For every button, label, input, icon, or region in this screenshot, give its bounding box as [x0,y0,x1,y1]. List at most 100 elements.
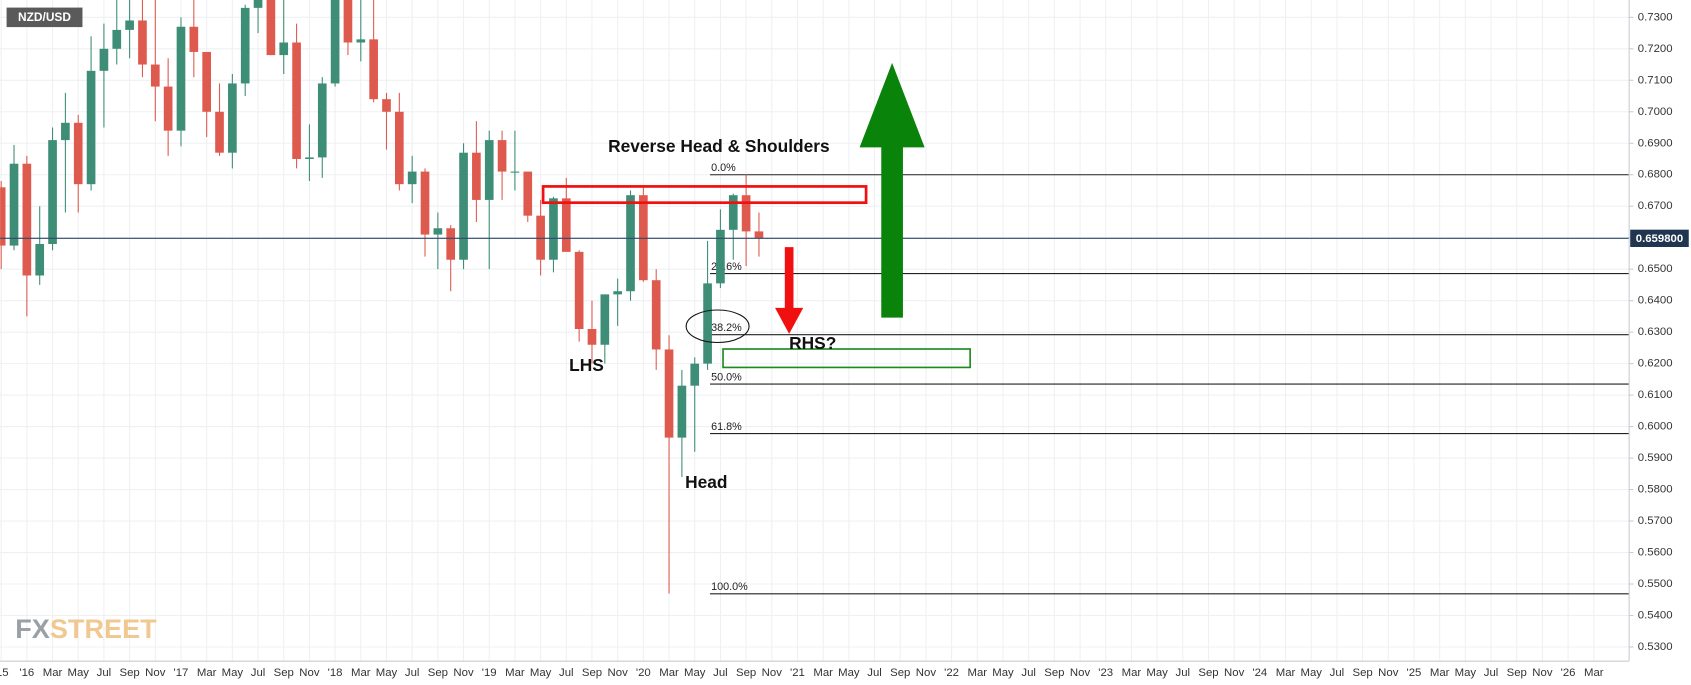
x-tick-label: May [530,667,552,679]
x-tick-label: Nov [1378,667,1399,679]
lhs-label: LHS [569,355,604,375]
x-tick-label: Mar [1430,667,1450,679]
head-label: Head [685,472,727,492]
candle-body [561,198,571,252]
candle-body [305,157,314,159]
x-tick-label: Nov [1224,667,1245,679]
y-tick-label: 0.6200 [1638,358,1673,370]
y-tick-label: 0.6700 [1638,200,1673,212]
symbol: NZD/USD [18,10,71,24]
x-tick-label: '26 [1561,667,1576,679]
candle-body [626,195,635,292]
candle-body [86,70,96,185]
candle-body [446,228,456,260]
x-tick-label: Nov [762,667,783,679]
x-tick-label: Jul [1484,667,1499,679]
x-tick-label: May [222,667,244,679]
candle-body [48,140,57,244]
rhs-label: RHS? [789,333,836,353]
candle-body [574,251,584,330]
candle-body [202,51,212,112]
fib-label: 23.6% [711,261,742,273]
candle-body [73,122,83,185]
candle-body [35,243,45,276]
x-tick-label: Sep [119,667,139,679]
x-tick-label: Mar [351,667,371,679]
candle-body [99,48,109,71]
x-tick-label: '24 [1252,667,1267,679]
candle-body [549,198,558,260]
candle-body [330,0,340,84]
candle-body [279,42,289,56]
y-tick-label: 0.5900 [1638,452,1673,464]
candle-body [433,228,443,235]
candle-body [741,195,751,232]
candle-body [343,0,353,43]
candle-body [0,187,6,246]
y-tick-label: 0.5800 [1638,484,1673,496]
y-tick-label: 0.6500 [1638,263,1673,275]
candle-body [112,29,122,49]
candle-body [420,171,430,235]
x-tick-label: Mar [1584,667,1604,679]
grid [0,0,1630,662]
watermark-street: STREET [50,613,157,644]
pattern-title: Reverse Head & Shoulders [608,136,830,156]
x-tick-label: '25 [1407,667,1422,679]
last-price-tag [1630,229,1689,248]
candle-body [150,64,160,87]
resistance-box [541,185,868,205]
x-tick-label: Jul [97,667,112,679]
x-tick-label: Sep [274,667,294,679]
x-tick-label: Sep [736,667,756,679]
candle-body [497,140,507,172]
candle-body [664,349,674,438]
candle-body [292,42,301,159]
x-tick-label: Sep [582,667,602,679]
y-tick-label: 0.6000 [1638,421,1673,433]
candle-body [9,163,19,246]
x-tick-label: Nov [299,667,320,679]
target-box [722,348,971,369]
candle-body [523,171,533,216]
x-tick-label: Mar [813,667,833,679]
x-tick-label: Nov [608,667,629,679]
x-tick-label: '19 [482,667,497,679]
candle-body [163,86,173,131]
x-tick-label: Mar [1122,667,1142,679]
x-tick-label: May [838,667,860,679]
y-tick-label: 0.5300 [1638,641,1673,653]
x-tick-label: Jul [405,667,420,679]
candle-body [125,20,134,30]
candle-body [356,39,366,43]
x-tick-label: Sep [1198,667,1218,679]
candle-body [728,195,738,230]
candle-body [407,171,417,185]
x-tick-label: Sep [1507,667,1527,679]
y-tick-label: 0.7000 [1638,106,1673,118]
x-tick-label: '15 [0,667,9,679]
x-tick-label: Sep [1352,667,1372,679]
candle-body [228,83,237,153]
candle-body [176,26,186,131]
axes: 0.7300 0.7200 0.7100 0.7000 0.6900 0.6800 0.67… [0,11,1673,679]
up-arrow [859,62,925,318]
y-tick-label: 0.6400 [1638,295,1673,307]
candle-body [459,152,468,260]
x-tick-label: '17 [174,667,189,679]
y-tick-label: 0.5700 [1638,515,1673,527]
x-tick-label: Mar [1276,667,1296,679]
highlight-ellipse [685,309,750,344]
candle-body [639,195,648,281]
x-tick-label: '18 [328,667,343,679]
y-tick-label: 0.7100 [1638,74,1673,86]
y-tick-label: 0.6100 [1638,389,1673,401]
x-tick-label: May [1300,667,1322,679]
x-tick-label: Mar [197,667,217,679]
x-tick-label: Nov [145,667,166,679]
y-tick-label: 0.7300 [1638,11,1673,23]
candle-body [677,385,687,438]
candle-body [215,111,224,153]
fib-label: 0.0% [711,162,736,174]
